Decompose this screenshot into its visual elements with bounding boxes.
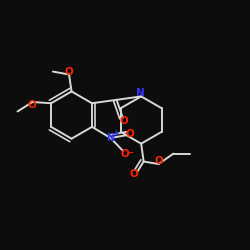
Text: O: O [27,100,36,110]
Text: O: O [120,116,128,126]
Text: N: N [106,133,115,143]
Text: O: O [65,66,74,76]
Text: N: N [136,88,145,98]
Text: O: O [121,150,130,160]
Text: O: O [155,156,164,166]
Text: −: − [126,148,133,158]
Text: O: O [126,128,134,138]
Text: +: + [112,129,118,138]
Text: O: O [130,169,138,179]
